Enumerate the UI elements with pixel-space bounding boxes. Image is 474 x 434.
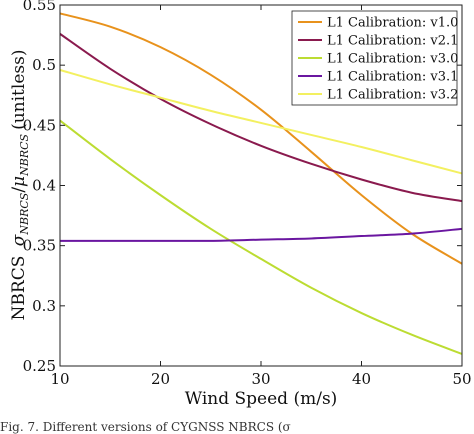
x-tick-label: 30 [251,370,270,388]
x-tick-label: 20 [151,370,170,388]
series-layer [59,12,463,355]
x-tick-label: 50 [452,370,471,388]
y-tick-label: 0.25 [23,357,56,375]
x-tick-label: 10 [50,370,69,388]
series-line-4 [59,69,463,175]
legend-label-3: L1 Calibration: v3.1 [327,70,458,85]
y-tick-label: 0.5 [32,56,56,74]
y-tick-label: 0.35 [23,237,56,255]
y-tick-label: 0.3 [32,297,56,315]
legend-label-2: L1 Calibration: v3.0 [327,52,458,67]
series-line-1 [59,33,463,203]
legend-label-1: L1 Calibration: v2.1 [327,34,458,49]
y-tick-label: 0.4 [32,177,56,195]
y-tick-label: 0.45 [23,116,56,134]
legend: L1 Calibration: v1.0 L1 Calibration: v2.1… [291,10,458,106]
series-line-3 [60,227,463,242]
legend-label-0: L1 Calibration: v1.0 [327,16,458,31]
series-line-0 [59,12,463,265]
x-axis-label: Wind Speed (m/s) [185,389,338,409]
x-tick-label: 40 [352,370,371,388]
y-axis-label: NBRCS σNBRCS/μNBRCS(unitless) [9,50,31,321]
series-line-2 [59,119,463,355]
tick-layer: 10 20 30 40 50 0.25 0.3 0.35 0.4 0.45 0.5 0.55 [23,0,472,388]
legend-label-4: L1 Calibration: v3.2 [327,88,458,103]
y-tick-label: 0.55 [23,0,56,14]
figure-caption: Fig. 7. Different versions of CYGNSS NBR… [0,420,291,434]
